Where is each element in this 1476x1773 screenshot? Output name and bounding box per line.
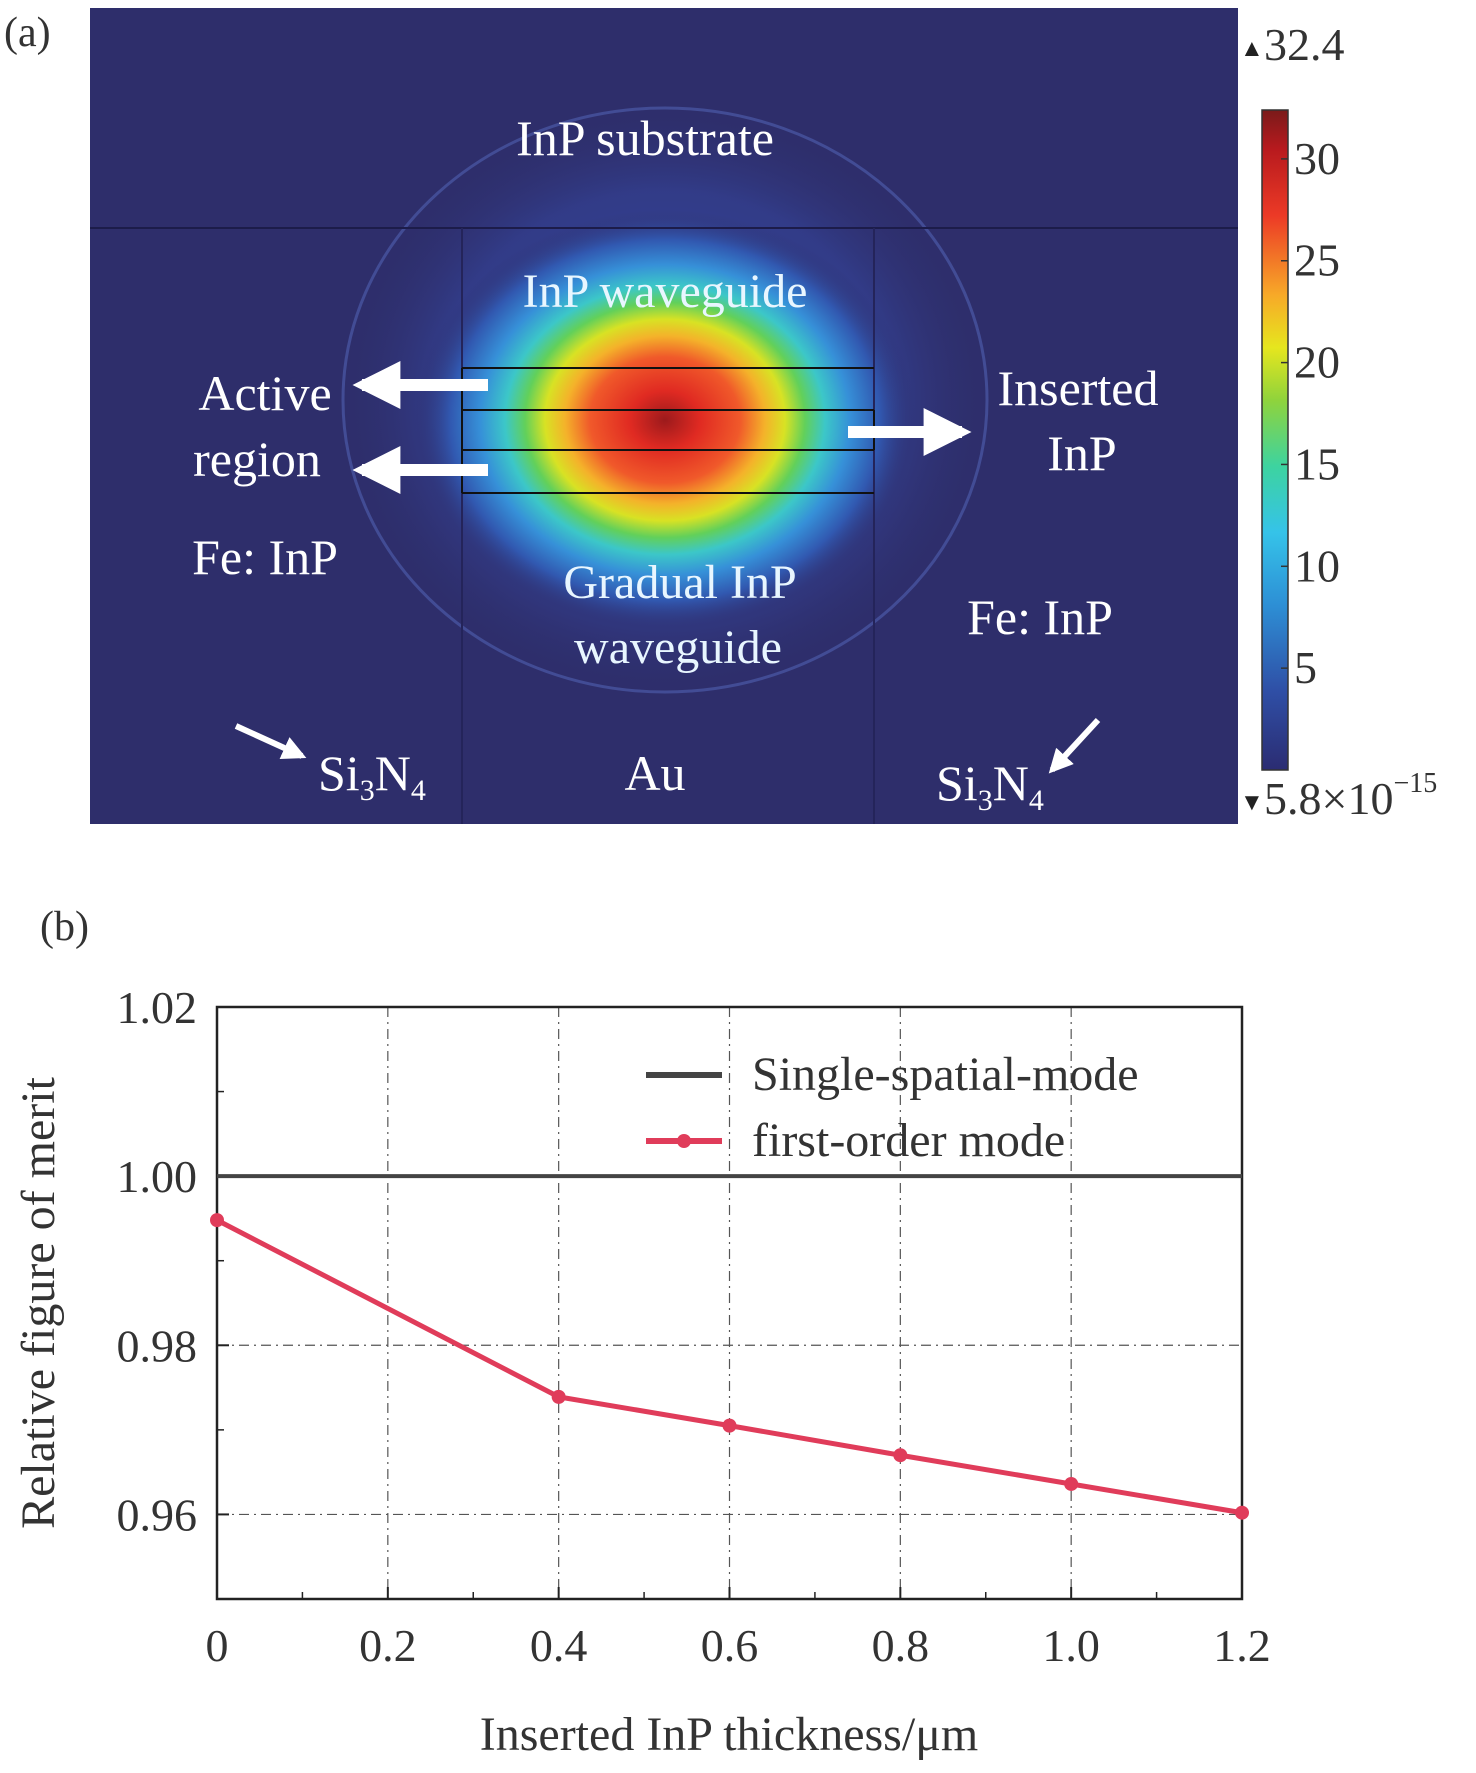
colorbar-max-label: 32.4 [1264, 19, 1345, 70]
y-tick-label-0: 0.96 [117, 1489, 198, 1540]
colorbar-min-marker: ▼ [1240, 790, 1264, 816]
axis-ticks: 0 0.2 0.4 0.6 0.8 1.0 1.2 0.96 0.98 1.00 1.02 [117, 982, 1271, 1671]
colorbar: ▲ 32.4 5 10 15 20 25 30 ▼ 5.8×10−15 [1240, 19, 1437, 824]
si3n4-right-si: Si [936, 755, 978, 811]
colorbar-tick-label-5: 30 [1294, 133, 1340, 184]
si3n4-right-sub4: 4 [1029, 784, 1044, 817]
y-tick-label-3: 1.02 [117, 982, 198, 1033]
label-si3n4-left: Si3N4 [318, 745, 426, 807]
label-feinp-left: Fe: InP [192, 529, 338, 585]
si3n4-left-sub4: 4 [411, 774, 426, 807]
colorbar-tick-label-2: 15 [1294, 438, 1340, 489]
y-tick-label-1: 0.98 [117, 1320, 198, 1371]
label-inserted-2: InP [1047, 425, 1116, 481]
label-inp-waveguide: InP waveguide [523, 265, 808, 318]
si3n4-left-sub3: 3 [360, 774, 375, 807]
y-tick-label-2: 1.00 [117, 1151, 198, 1202]
colorbar-tick-label-0: 5 [1294, 642, 1317, 693]
label-gradual-2: waveguide [574, 621, 782, 674]
label-inserted-1: Inserted [997, 360, 1158, 416]
series-layer [210, 1174, 1249, 1520]
legend-label-single-spatial-mode: Single-spatial-mode [752, 1048, 1139, 1101]
halo-ring [341, 106, 989, 694]
colorbar-ticks: 5 10 15 20 25 30 [1281, 133, 1340, 693]
data-point-first-order-mode-5 [1235, 1505, 1249, 1520]
label-inp-substrate: InP substrate [516, 110, 774, 166]
x-tick-label-3: 0.6 [701, 1620, 759, 1671]
colorbar-min-label: 5.8×10−15 [1264, 768, 1437, 824]
label-feinp-right: Fe: InP [967, 589, 1113, 645]
series-line-first-order-mode [215, 1217, 1243, 1516]
legend: Single-spatial-mode first-order mode [646, 1048, 1139, 1167]
data-point-first-order-mode-2 [722, 1418, 737, 1433]
y-axis-label: Relative figure of merit [12, 1076, 65, 1528]
si3n4-left-si: Si [318, 745, 360, 801]
panel-b-label: (b) [40, 904, 89, 950]
si3n4-right-n: N [993, 755, 1029, 811]
si3n4-right-sub3: 3 [978, 784, 993, 817]
data-point-first-order-mode-1 [551, 1389, 566, 1404]
colorbar-tick-label-1: 10 [1294, 540, 1340, 591]
si3n4-left-n: N [375, 745, 411, 801]
colorbar-max-marker: ▲ [1240, 36, 1264, 62]
arrow-si3n4-right [1048, 717, 1101, 774]
legend-label-first-order-mode: first-order mode [752, 1114, 1065, 1167]
label-gradual-1: Gradual InP [563, 556, 796, 609]
label-active-1: Active [198, 365, 331, 421]
label-si3n4-right: Si3N4 [936, 755, 1044, 817]
x-tick-label-5: 1.0 [1042, 1620, 1100, 1671]
mode-intensity [415, 210, 915, 630]
x-tick-label-6: 1.2 [1213, 1620, 1271, 1671]
colorbar-min-mantissa: 5.8×10 [1264, 773, 1393, 824]
x-tick-label-2: 0.4 [530, 1620, 588, 1671]
colorbar-tick-label-3: 20 [1294, 337, 1340, 388]
relative-fom-chart: 0 0.2 0.4 0.6 0.8 1.0 1.2 0.96 0.98 1.00 1.02 Sing… [12, 982, 1271, 1761]
x-axis-label: Inserted InP thickness/μm [480, 1708, 979, 1761]
colorbar-min-exponent: −15 [1393, 768, 1437, 799]
x-tick-label-0: 0 [206, 1620, 229, 1671]
legend-marker-first-order-mode [677, 1134, 691, 1148]
mode-field-map: InP substrate InP waveguide Active regio… [90, 8, 1238, 824]
x-tick-label-4: 0.8 [872, 1620, 930, 1671]
colorbar-gradient [1261, 109, 1289, 771]
data-point-first-order-mode-4 [1064, 1476, 1079, 1491]
data-point-first-order-mode-3 [893, 1448, 908, 1463]
label-au: Au [624, 745, 685, 801]
data-point-first-order-mode-0 [210, 1213, 224, 1228]
x-tick-label-1: 0.2 [359, 1620, 417, 1671]
label-active-2: region [193, 431, 321, 487]
colorbar-tick-label-4: 25 [1294, 235, 1340, 286]
panel-a-label: (a) [4, 10, 51, 56]
arrow-si3n4-left [234, 723, 307, 759]
